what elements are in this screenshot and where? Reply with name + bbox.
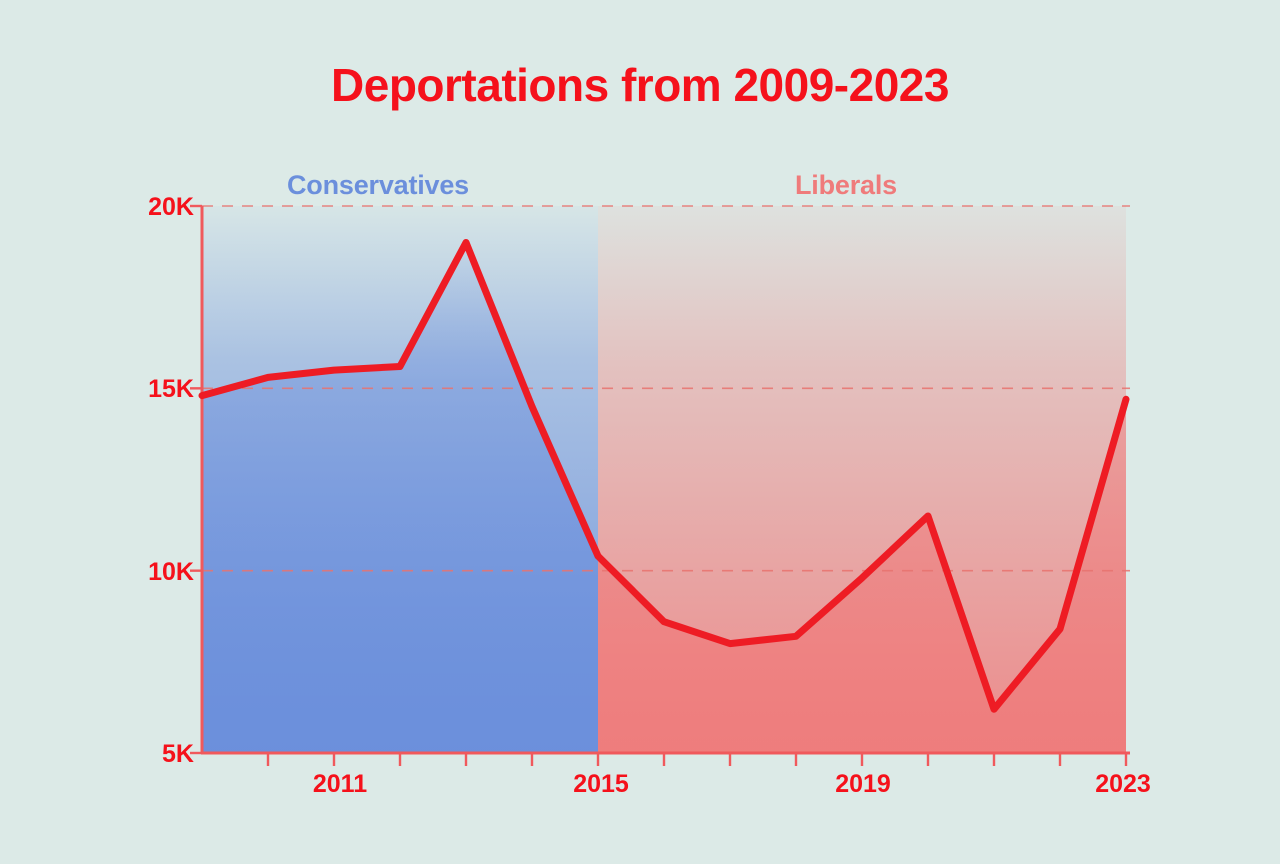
y-tick-20k: 20K — [148, 193, 194, 221]
legend-liberals: Liberals — [795, 170, 897, 200]
x-tick-2023: 2023 — [1095, 770, 1151, 798]
y-tick-10k: 10K — [148, 558, 194, 586]
data-line-deportations — [198, 238, 1130, 713]
x-tick-2019: 2019 — [835, 770, 891, 798]
party-bands — [202, 206, 1126, 753]
gridlines — [202, 205, 1130, 572]
x-tick-2011: 2011 — [312, 770, 368, 798]
y-tick-5k: 5K — [162, 740, 194, 768]
x-tick-2015: 2015 — [573, 770, 629, 798]
legend-conservatives: Conservatives — [287, 170, 469, 200]
axis-lines — [200, 206, 1130, 755]
axis-ticks — [190, 204, 1128, 766]
y-tick-15k: 15K — [148, 375, 194, 403]
page-title: Deportations from 2009-2023 — [331, 59, 949, 111]
